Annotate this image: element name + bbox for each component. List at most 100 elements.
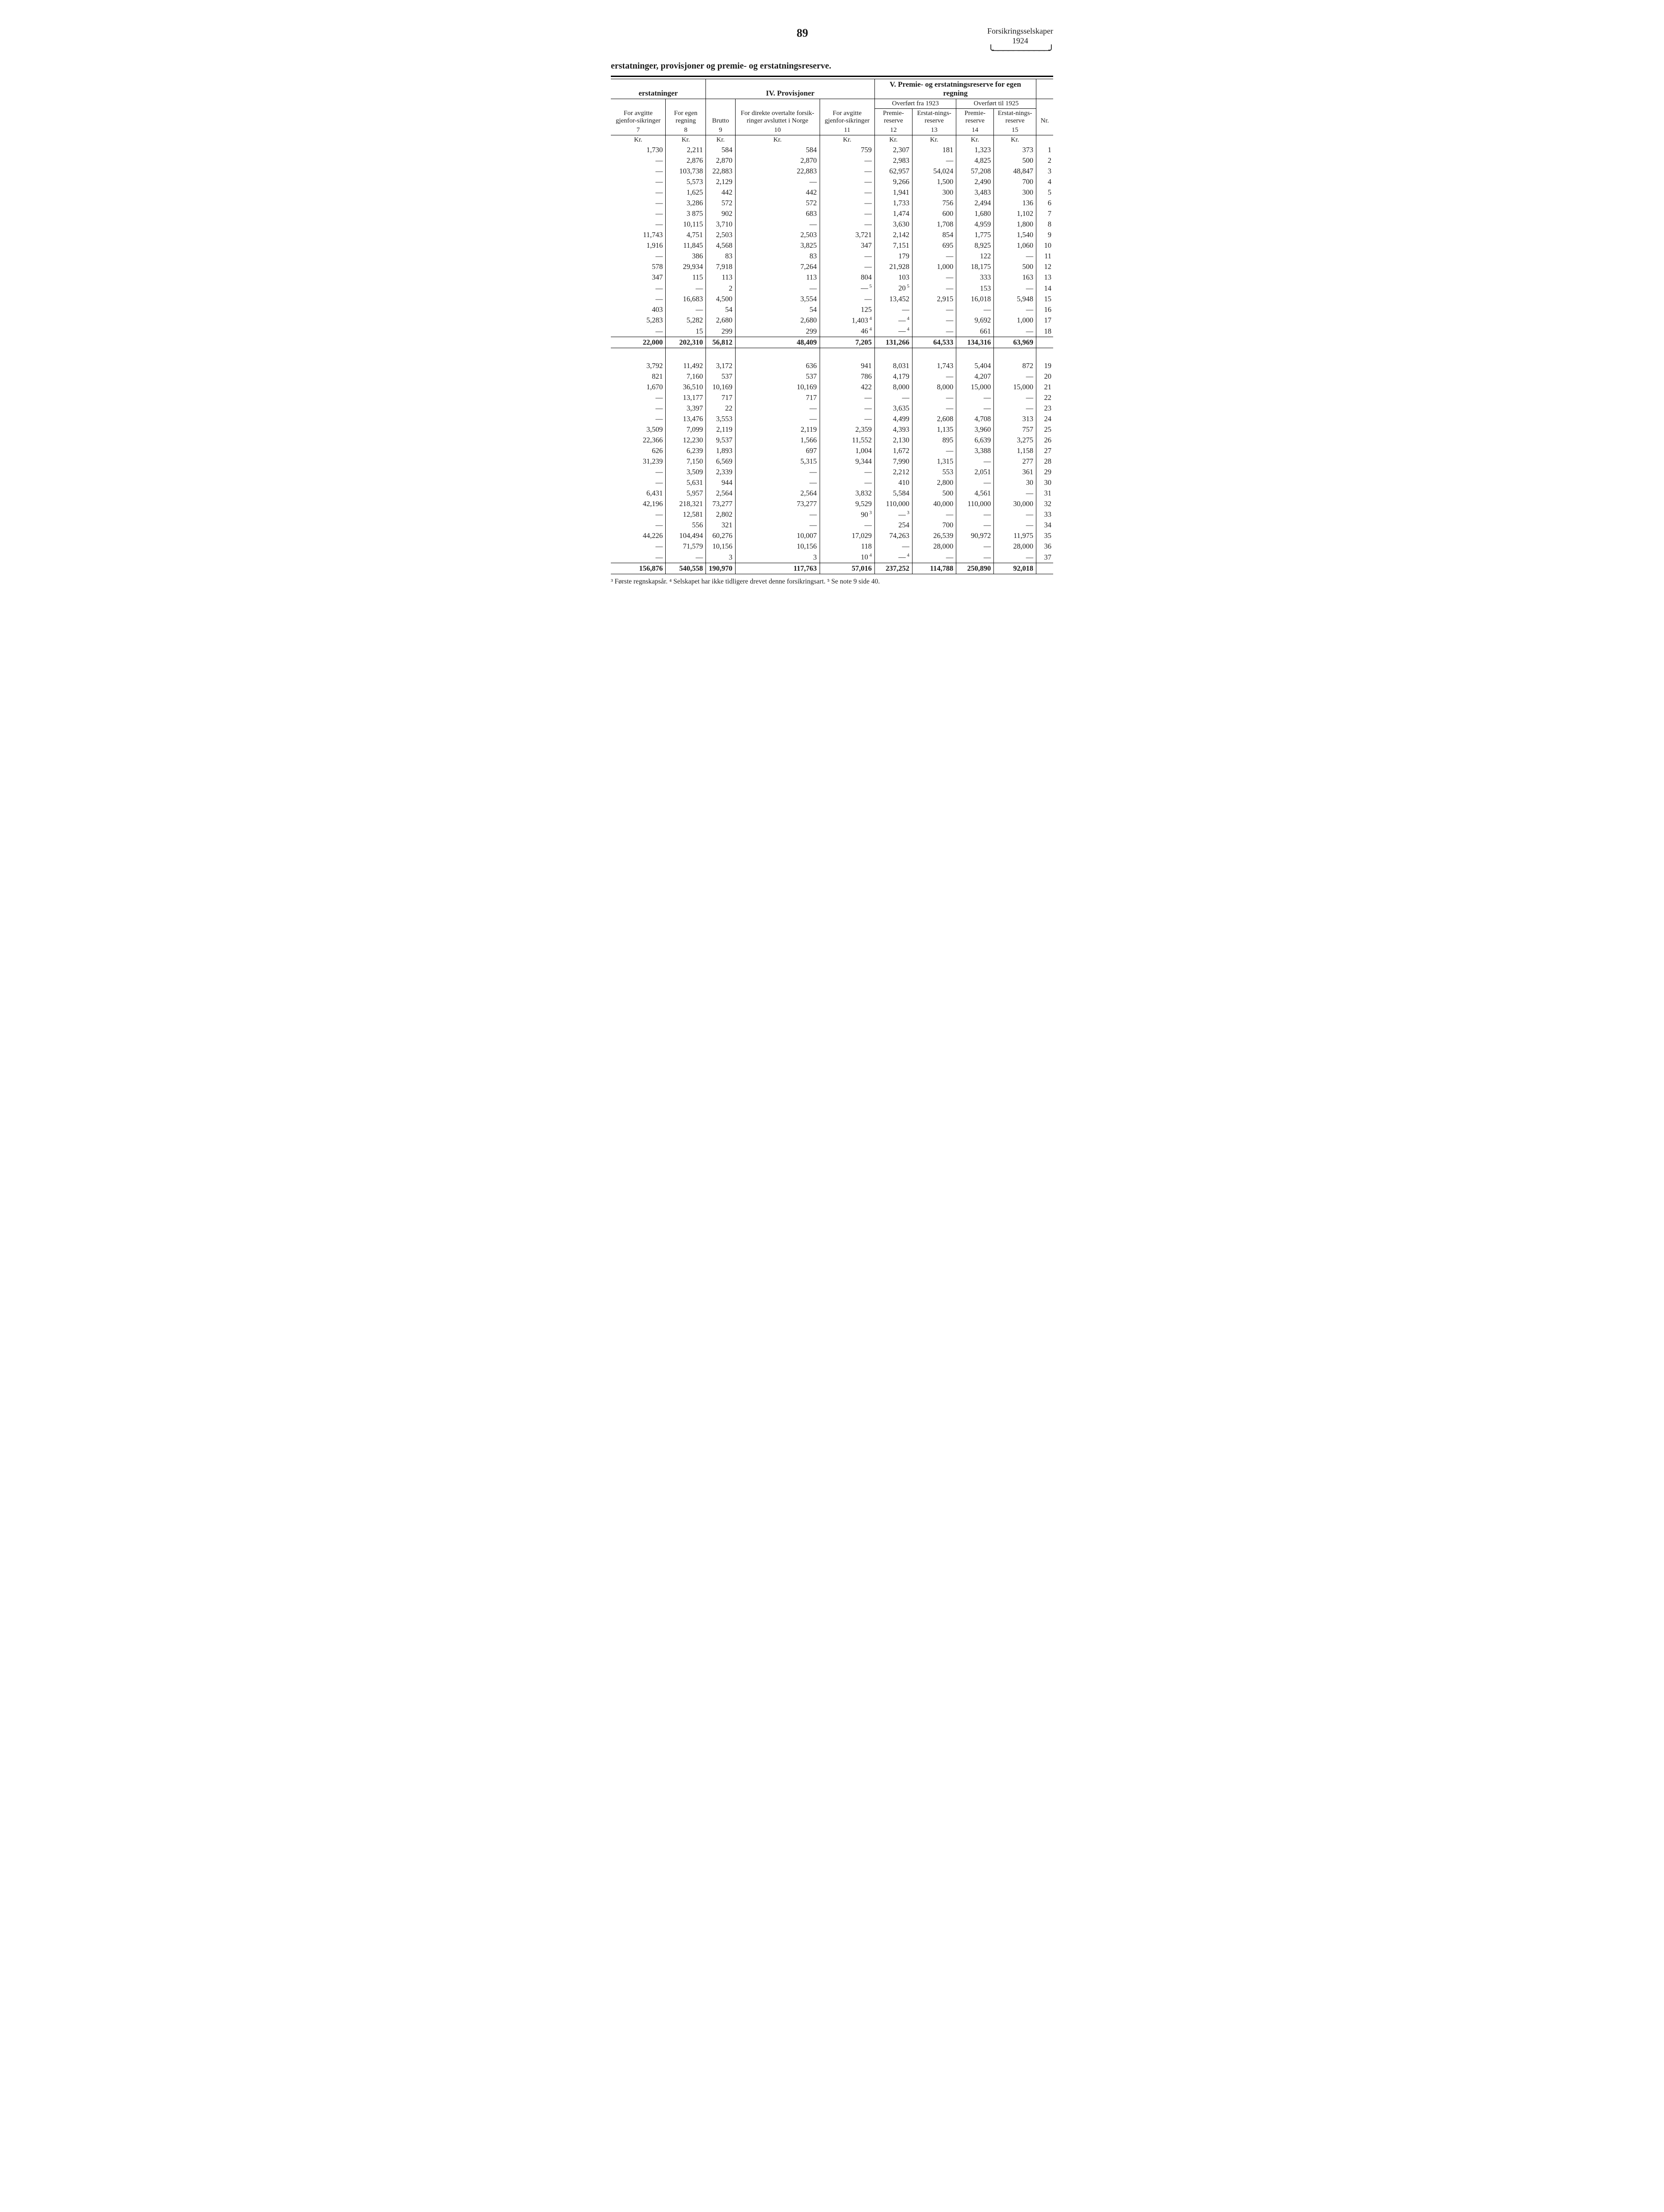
- cell: 717: [706, 392, 736, 403]
- cell: 1,158: [994, 445, 1036, 456]
- cell: 1,680: [956, 208, 994, 219]
- total-cell: 114,788: [912, 563, 956, 574]
- top-header: 89 Forsikringsselskaper 1924 ╰──────────…: [611, 27, 1053, 57]
- row-number: 23: [1036, 403, 1054, 414]
- cell: —: [912, 155, 956, 166]
- cell: 5,631: [666, 477, 706, 488]
- total-cell: 48,409: [735, 337, 820, 348]
- cell: 5,315: [735, 456, 820, 467]
- cell: 3,172: [706, 359, 736, 371]
- cell: 71,579: [666, 541, 706, 552]
- total-cell: 63,969: [994, 337, 1036, 348]
- total-cell: 92,018: [994, 563, 1036, 574]
- row-number: 2: [1036, 155, 1054, 166]
- cell: 2,564: [735, 488, 820, 499]
- cell: 8,000: [874, 382, 912, 392]
- cell: 600: [912, 208, 956, 219]
- col-number: 15: [994, 126, 1036, 135]
- cell: 333: [956, 272, 994, 283]
- cell: 1,743: [912, 359, 956, 371]
- cell: 2,870: [706, 155, 736, 166]
- cell: 3,635: [874, 403, 912, 414]
- cell: 3: [706, 552, 736, 563]
- cell: 1,102: [994, 208, 1036, 219]
- cell: 4,568: [706, 240, 736, 251]
- row-number: 7: [1036, 208, 1054, 219]
- cell: 48,847: [994, 166, 1036, 177]
- cell: 553: [912, 467, 956, 477]
- cell: 2,212: [874, 467, 912, 477]
- total-cell: 64,533: [912, 337, 956, 348]
- cell: 5,584: [874, 488, 912, 499]
- cell: —: [735, 509, 820, 520]
- section-reserve: V. Premie- og erstatningsreserve for ege…: [874, 79, 1036, 99]
- cell: 1,893: [706, 445, 736, 456]
- cell: 872: [994, 359, 1036, 371]
- cell: 163: [994, 272, 1036, 283]
- col-number: 14: [956, 126, 994, 135]
- cell: 9,266: [874, 177, 912, 187]
- cell: 7,160: [666, 371, 706, 382]
- cell: 62,957: [874, 166, 912, 177]
- cell: 54: [706, 304, 736, 315]
- totals-row-2: 156,876540,558190,970117,76357,016237,25…: [611, 563, 1053, 574]
- cell: —: [611, 477, 666, 488]
- cell: 1,733: [874, 198, 912, 208]
- cell: —: [735, 414, 820, 424]
- cell: 9,692: [956, 315, 994, 326]
- cell: 9,344: [820, 456, 874, 467]
- footnotes: ³ Første regnskapsår. ⁴ Selskapet har ik…: [611, 578, 1053, 586]
- cell: 1,000: [994, 315, 1036, 326]
- row-number: 29: [1036, 467, 1054, 477]
- row-number: 26: [1036, 435, 1054, 445]
- cell: —: [994, 371, 1036, 382]
- table-row: —2,8762,8702,870—2,983—4,8255002: [611, 155, 1053, 166]
- cell: 18,175: [956, 261, 994, 272]
- cell: —: [994, 520, 1036, 530]
- cell: 13,452: [874, 294, 912, 304]
- divider-icon: [611, 76, 1053, 79]
- doc-title-line2: 1924: [987, 36, 1053, 46]
- cell: —: [912, 326, 956, 337]
- cell: 8,000: [912, 382, 956, 392]
- cell: —: [820, 187, 874, 198]
- cell: 136: [994, 198, 1036, 208]
- cell: 895: [912, 435, 956, 445]
- cell: —: [735, 467, 820, 477]
- cell: 1,730: [611, 145, 666, 155]
- cell: 584: [706, 145, 736, 155]
- cell: 30: [994, 477, 1036, 488]
- cell: 636: [735, 359, 820, 371]
- unit-label: Kr.: [666, 135, 706, 145]
- cell: 347: [611, 272, 666, 283]
- cell: 1,566: [735, 435, 820, 445]
- cell: —: [666, 283, 706, 294]
- cell: 4,179: [874, 371, 912, 382]
- cell: 44,226: [611, 530, 666, 541]
- financial-table: erstatninger IV. Provisjoner V. Premie- …: [611, 79, 1053, 574]
- row-number: 27: [1036, 445, 1054, 456]
- cell: 442: [735, 187, 820, 198]
- col-number: 9: [706, 126, 736, 135]
- cell: —: [820, 392, 874, 403]
- cell: —: [611, 198, 666, 208]
- cell: —: [611, 520, 666, 530]
- col-13-head: Erstat-nings-reserve: [912, 108, 956, 126]
- cell: 13,476: [666, 414, 706, 424]
- row-number: 35: [1036, 530, 1054, 541]
- cell: 42,196: [611, 499, 666, 509]
- table-row: 42,196218,32173,27773,2779,529110,00040,…: [611, 499, 1053, 509]
- cell: 9,529: [820, 499, 874, 509]
- unit-label: Kr.: [956, 135, 994, 145]
- cell: 2,680: [706, 315, 736, 326]
- cell: 2,339: [706, 467, 736, 477]
- cell: —: [611, 283, 666, 294]
- cell: 4,959: [956, 219, 994, 230]
- cell: 403: [611, 304, 666, 315]
- cell: 1,315: [912, 456, 956, 467]
- row-number: 30: [1036, 477, 1054, 488]
- cell: —: [912, 251, 956, 261]
- table-row: —3,286572572—1,7337562,4941366: [611, 198, 1053, 208]
- cell: 3,388: [956, 445, 994, 456]
- cell: —: [820, 261, 874, 272]
